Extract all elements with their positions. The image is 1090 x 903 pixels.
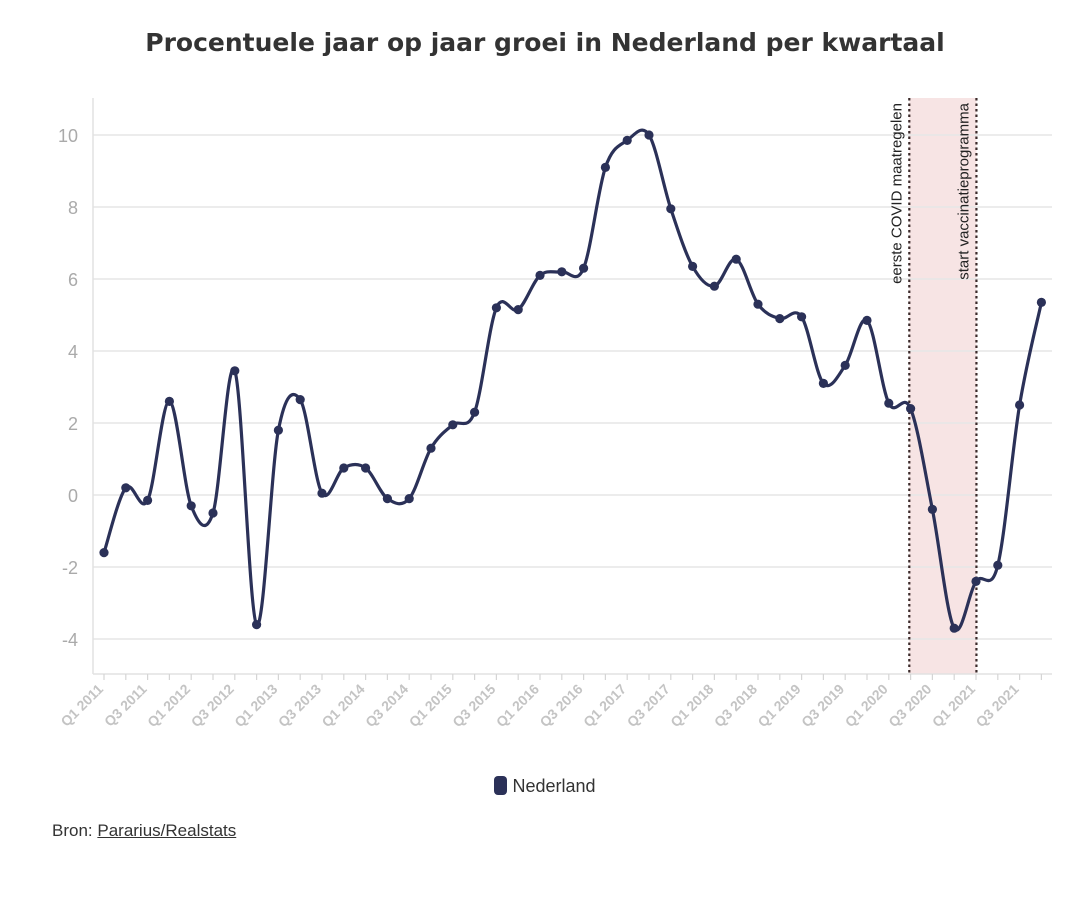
data-point <box>1036 297 1046 307</box>
y-tick-label: 10 <box>58 126 78 146</box>
data-point <box>949 623 959 633</box>
x-tick-label: Q3 2016 <box>536 681 585 730</box>
y-tick-label: -4 <box>62 630 78 650</box>
data-point <box>317 488 327 498</box>
data-point <box>688 261 698 271</box>
data-point <box>535 270 545 280</box>
chart-title: Procentuele jaar op jaar groei in Nederl… <box>145 28 945 57</box>
data-point <box>557 267 567 277</box>
legend[interactable]: Nederland <box>0 776 1090 797</box>
data-point <box>1015 400 1025 410</box>
x-tick-label: Q1 2014 <box>318 681 367 730</box>
data-point <box>361 463 371 473</box>
data-point <box>862 315 872 325</box>
x-tick-label: Q3 2019 <box>798 681 847 730</box>
data-point <box>579 263 589 273</box>
x-tick-label: Q3 2013 <box>275 681 324 730</box>
x-tick-label: Q1 2021 <box>929 681 978 730</box>
x-tick-label: Q3 2017 <box>624 681 673 730</box>
x-tick-label: Q1 2020 <box>842 681 891 730</box>
data-point <box>382 494 392 504</box>
data-point <box>797 312 807 322</box>
source-link[interactable]: Pararius/Realstats <box>97 821 237 840</box>
data-point <box>252 620 262 630</box>
data-point <box>818 378 829 388</box>
x-tick-label: Q1 2016 <box>493 681 542 730</box>
data-point <box>600 162 611 172</box>
data-point <box>927 504 938 514</box>
data-point <box>404 494 414 504</box>
data-point <box>644 130 654 140</box>
x-tick-label: Q1 2018 <box>667 681 716 730</box>
x-tick-label: Q1 2011 <box>57 681 106 730</box>
legend-swatch <box>494 776 508 795</box>
y-tick-label: 2 <box>68 414 78 434</box>
data-point <box>906 404 916 414</box>
data-point <box>731 254 741 264</box>
x-tick-label: Q3 2015 <box>449 681 498 730</box>
x-tick-label: Q1 2019 <box>754 681 803 730</box>
data-point <box>775 314 785 324</box>
y-tick-label: 6 <box>68 270 78 290</box>
y-tick-label: -2 <box>62 558 78 578</box>
x-tick-label: Q3 2014 <box>362 681 411 730</box>
x-tick-label: Q3 2020 <box>885 681 934 730</box>
data-point <box>230 366 240 376</box>
annotation-label: eerste COVID maatregelen <box>888 103 905 284</box>
data-point <box>121 483 131 493</box>
x-tick-label: Q3 2011 <box>101 681 150 730</box>
x-tick-label: Q1 2017 <box>580 681 629 730</box>
data-point <box>840 360 850 370</box>
source-prefix: Bron: <box>52 821 98 840</box>
data-point <box>513 305 523 315</box>
data-point <box>339 463 349 473</box>
y-tick-label: 0 <box>68 486 78 506</box>
data-point <box>993 560 1003 570</box>
data-point <box>273 425 283 435</box>
data-point <box>666 204 676 214</box>
x-tick-label: Q1 2015 <box>406 681 455 730</box>
y-tick-label: 8 <box>68 198 78 218</box>
data-point <box>971 576 981 587</box>
data-point <box>295 395 305 405</box>
data-point <box>186 501 196 511</box>
data-point <box>470 407 480 417</box>
data-point <box>99 548 109 558</box>
x-tick-label: Q1 2013 <box>231 681 280 730</box>
data-point <box>884 398 894 408</box>
data-point <box>164 396 174 406</box>
data-point <box>208 508 218 518</box>
x-tick-label: Q1 2012 <box>144 681 193 730</box>
data-point <box>448 420 458 430</box>
data-point <box>491 303 501 313</box>
legend-label: Nederland <box>512 776 596 796</box>
data-point <box>143 495 153 505</box>
data-point <box>753 299 763 309</box>
data-point <box>709 281 720 291</box>
x-tick-label: Q3 2012 <box>188 681 237 730</box>
x-tick-label: Q3 2021 <box>972 681 1021 730</box>
data-point <box>622 135 632 145</box>
annotation-label: start vaccinatieprogramma <box>955 102 972 279</box>
y-tick-label: 4 <box>68 342 78 362</box>
data-point <box>426 443 436 453</box>
x-tick-label: Q3 2018 <box>711 681 760 730</box>
source-line: Bron: Pararius/Realstats <box>52 821 236 841</box>
